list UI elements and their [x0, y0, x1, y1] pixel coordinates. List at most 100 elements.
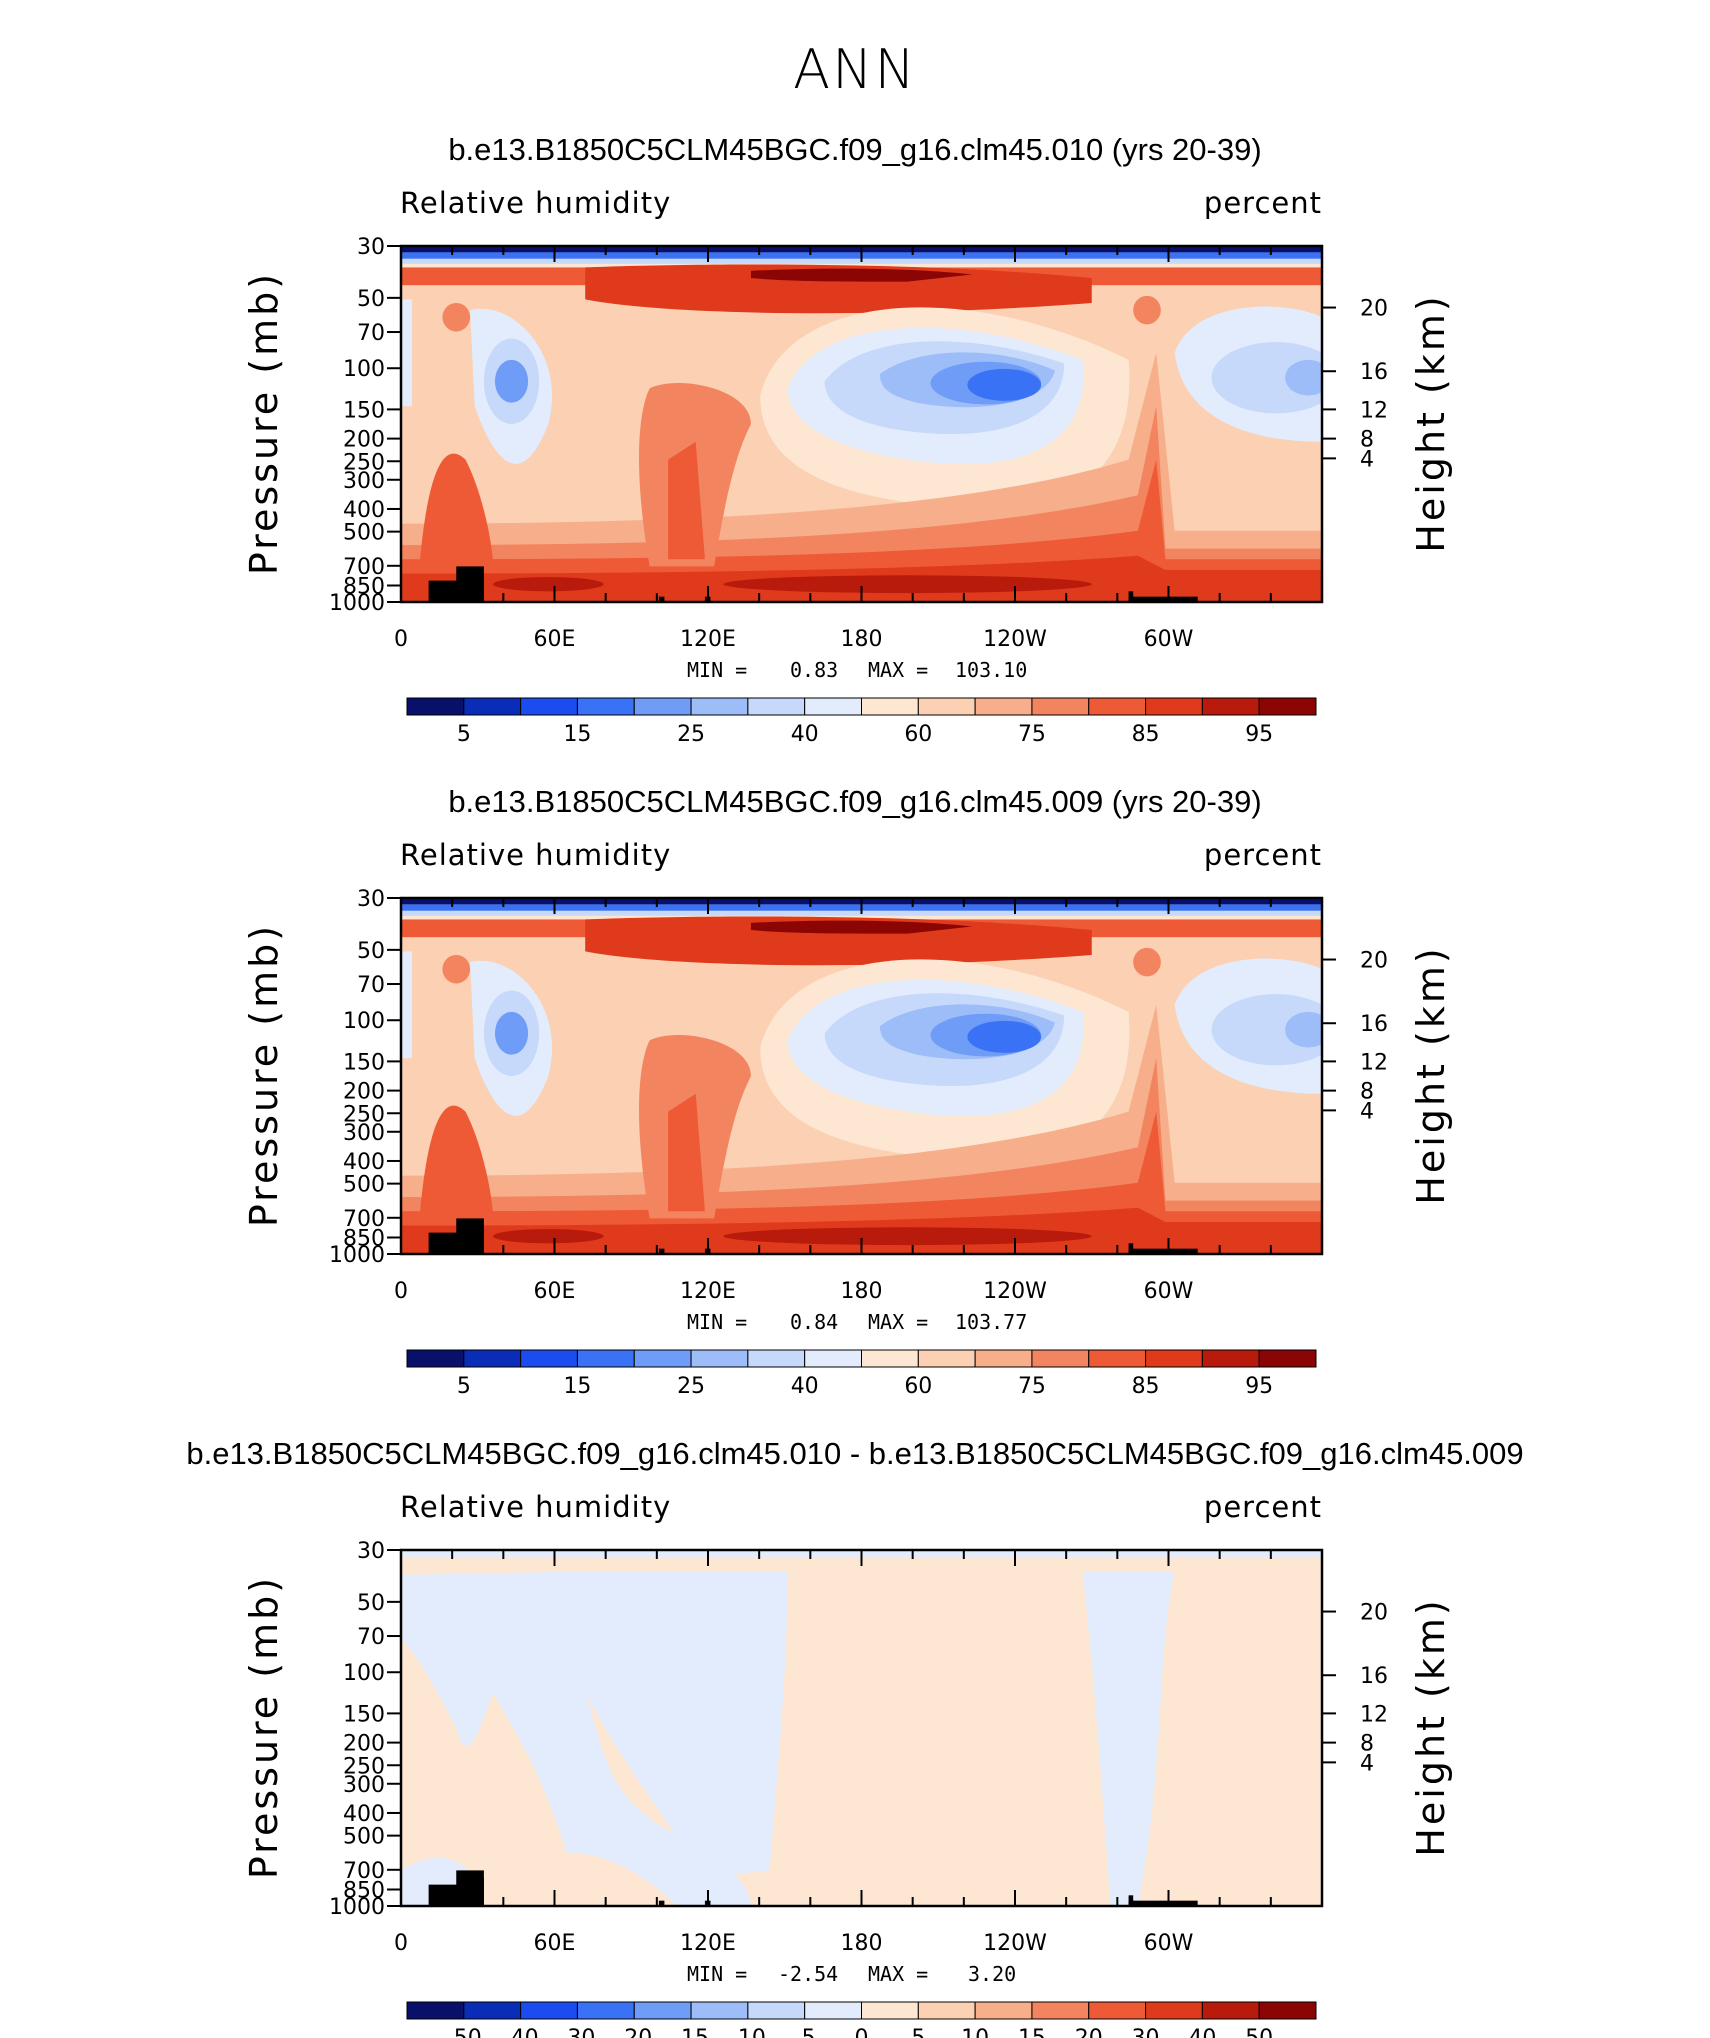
x-tick-label: 120W: [983, 1279, 1047, 1304]
field-convection-core: [668, 441, 705, 560]
colorbar-box: [1088, 2001, 1147, 2020]
colorbar-box: [917, 2001, 976, 2020]
x-tick-label: 120E: [680, 627, 736, 652]
colorbar-label: 85: [1132, 1374, 1160, 1399]
field-bl-core-2: [493, 1229, 604, 1244]
y-tick-label: 850: [343, 1879, 385, 1904]
y-tick-label: 700: [343, 1207, 385, 1232]
panel-1-min-value: 0.83: [790, 658, 839, 682]
panel-3-title: b.e13.B1850C5CLM45BGC.f09_g16.clm45.010 …: [186, 1436, 1524, 1471]
y-right-tick-label: 4: [1360, 1751, 1374, 1776]
colorbar-label: 95: [1245, 1374, 1273, 1399]
y-tick-label: 70: [357, 1625, 385, 1650]
y-tick-label: 1000: [329, 1895, 385, 1920]
field-andes-upper: [1133, 295, 1161, 325]
colorbar-label: 20: [1075, 2026, 1103, 2038]
y-tick-label: 30: [357, 1539, 385, 1564]
panel-2-title: b.e13.B1850C5CLM45BGC.f09_g16.clm45.009 …: [448, 784, 1262, 819]
y-tick-label: 500: [343, 1173, 385, 1198]
y-tick-label: 100: [343, 1009, 385, 1034]
field-andes-upper: [1133, 947, 1161, 977]
x-tick-label: 120E: [680, 1279, 736, 1304]
colorbar-box: [520, 2001, 578, 2020]
field-left-dry-core: [494, 1011, 529, 1055]
colorbar-label: 15: [1018, 2026, 1046, 2038]
topography-block: [658, 1248, 665, 1254]
panel-1-units: percent: [1203, 186, 1322, 220]
x-tick-label: 60W: [1144, 1931, 1194, 1956]
y-right-tick-label: 12: [1360, 398, 1388, 423]
colorbar-box: [406, 2001, 465, 2020]
panel-3-min-label: MIN =: [687, 1962, 748, 1986]
colorbar-label: 0: [855, 2026, 869, 2038]
colorbar-box: [1258, 1349, 1317, 1368]
colorbar-label: 60: [904, 722, 932, 747]
y-tick-label: 700: [343, 1859, 385, 1884]
y-tick-label: 250: [343, 1102, 385, 1127]
colorbar-box: [1145, 2001, 1203, 2020]
colorbar-label: 25: [677, 722, 705, 747]
y-tick-label: 400: [343, 1802, 385, 1827]
field-edge-dry: [401, 951, 413, 1059]
colorbar-box: [1258, 697, 1317, 716]
y-tick-label: 150: [343, 1050, 385, 1075]
x-tick-label: 60E: [534, 1931, 576, 1956]
colorbar-label: 5: [457, 1374, 471, 1399]
y-tick-label: 1000: [329, 1243, 385, 1268]
panel-1-max-value: 103.10: [955, 658, 1028, 682]
x-tick-label: 0: [394, 1931, 408, 1956]
colorbar-box: [804, 2001, 862, 2020]
colorbar-box: [463, 2001, 522, 2020]
y-tick-label: 400: [343, 498, 385, 523]
y-right-tick-label: 16: [1360, 1664, 1388, 1689]
field-bl-core-2: [493, 577, 604, 592]
panel-2-min-label: MIN =: [687, 1310, 748, 1334]
x-tick-label: 0: [394, 1279, 408, 1304]
y-right-tick-label: 8: [1360, 1732, 1374, 1757]
y-tick-label: 100: [343, 357, 385, 382]
colorbar-label: 40: [1188, 2026, 1216, 2038]
colorbar-box: [861, 2001, 919, 2020]
topography-block: [1128, 1248, 1198, 1254]
season-title: ANN: [793, 38, 917, 101]
field-dry-core-2: [967, 368, 1042, 401]
field-africa-column: [419, 453, 494, 567]
field-jet-core: [750, 920, 973, 934]
panel-2-variable: Relative humidity: [400, 838, 672, 872]
colorbar-box: [974, 2001, 1033, 2020]
y-right-tick-label: 20: [1360, 949, 1388, 974]
panel-1-variable: Relative humidity: [400, 186, 672, 220]
y-tick-label: 150: [343, 398, 385, 423]
field-jet-moist: [585, 264, 1092, 314]
y-tick-label: 850: [343, 1227, 385, 1252]
panel-2-min-value: 0.84: [790, 1310, 839, 1334]
y-tick-label: 30: [357, 235, 385, 260]
x-tick-label: 60E: [534, 627, 576, 652]
colorbar-label: 15: [563, 722, 591, 747]
topography-block: [470, 573, 484, 602]
colorbar-label: 50: [1245, 2026, 1273, 2038]
field-right-dry-core: [1285, 1011, 1322, 1048]
field-jet-moist: [585, 916, 1092, 966]
diff-negative-right: [1082, 1571, 1175, 1906]
panel-2-max-value: 103.77: [955, 1310, 1028, 1334]
colorbar-box: [1258, 2001, 1317, 2020]
field-africa-column: [419, 1105, 494, 1219]
y-tick-label: 300: [343, 1773, 385, 1798]
panel-3-max-label: MAX =: [868, 1962, 929, 1986]
panel-3-max-value: 3.20: [968, 1962, 1017, 1986]
y-right-tick-label: 20: [1360, 1601, 1388, 1626]
x-tick-label: 180: [841, 627, 883, 652]
colorbar-label: -50: [446, 2026, 482, 2038]
x-tick-label: 0: [394, 627, 408, 652]
panel-1-min-label: MIN =: [687, 658, 748, 682]
field-africa-upper: [442, 954, 471, 984]
y-right-tick-label: 16: [1360, 1012, 1388, 1037]
y-right-tick-label: 4: [1360, 447, 1374, 472]
colorbar-label: 40: [791, 1374, 819, 1399]
colorbar-box: [633, 2001, 692, 2020]
field-top-dry-4: [401, 263, 1322, 268]
diff-negative-center: [585, 1571, 788, 1878]
